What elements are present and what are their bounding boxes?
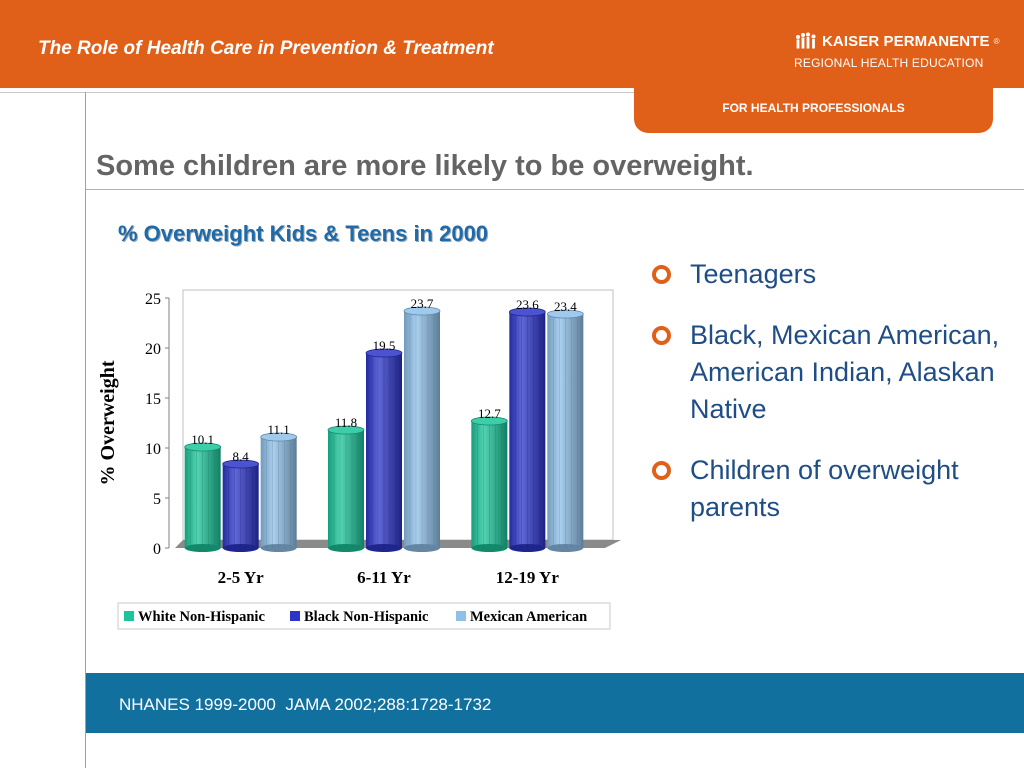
legend-swatch	[290, 611, 300, 621]
brand-subtitle: REGIONAL HEALTH EDUCATION	[794, 56, 984, 70]
y-tick-label: 15	[145, 391, 161, 408]
data-label: 10.1	[191, 432, 214, 447]
brand-name: KAISER PERMANENTE	[822, 32, 990, 50]
legend-label: Black Non-Hispanic	[304, 609, 429, 625]
y-tick-label: 25	[145, 291, 161, 308]
y-tick-label: 20	[145, 341, 161, 358]
header-divider	[0, 92, 634, 93]
y-tick-label: 10	[145, 441, 161, 458]
bullet-item: Children of overweight parents	[652, 452, 1012, 526]
chart-legend	[117, 602, 611, 630]
kaiser-figures-icon	[796, 32, 816, 49]
data-label: 12.7	[478, 406, 501, 421]
y-tick-label: 0	[153, 541, 161, 558]
title-divider	[86, 189, 1024, 190]
data-label: 23.7	[411, 296, 434, 311]
audience-tab-label: FOR HEALTH PROFESSIONALS	[722, 101, 905, 115]
data-label: 11.1	[268, 422, 290, 437]
bullet-text: Teenagers	[690, 259, 817, 289]
bullet-list: Teenagers Black, Mexican American, Ameri…	[652, 256, 1012, 550]
x-category-label: 12-19 Yr	[496, 568, 560, 587]
y-axis-label: % Overweight	[97, 360, 119, 485]
x-category-label: 2-5 Yr	[218, 568, 265, 587]
brand-logo: KAISER PERMANENTE ®	[794, 32, 1004, 50]
data-label: 11.8	[335, 415, 357, 430]
slide-title: Some children are more likely to be over…	[96, 150, 754, 182]
bullet-text: Children of overweight parents	[690, 455, 959, 522]
legend-swatch	[456, 611, 466, 621]
header-bar	[0, 0, 1024, 88]
data-label: 23.4	[554, 299, 577, 314]
audience-tab: FOR HEALTH PROFESSIONALS	[634, 88, 993, 133]
bullet-item: Black, Mexican American, American Indian…	[652, 317, 1012, 428]
bullet-icon	[652, 265, 671, 284]
data-label: 23.6	[516, 297, 539, 312]
data-label: 8.4	[233, 449, 250, 464]
legend-label: Mexican American	[470, 609, 587, 625]
header-title: The Role of Health Care in Prevention & …	[38, 38, 494, 59]
bullet-icon	[652, 326, 671, 345]
legend-swatch	[124, 611, 134, 621]
legend-label: White Non-Hispanic	[138, 609, 265, 625]
bullet-icon	[652, 461, 671, 480]
chart-title: % Overweight Kids & Teens in 2000	[118, 221, 489, 246]
x-category-label: 6-11 Yr	[357, 568, 411, 587]
registered-mark: ®	[993, 36, 1000, 46]
y-tick-label: 5	[153, 491, 161, 508]
left-margin-line	[85, 92, 86, 768]
bullet-text: Black, Mexican American, American Indian…	[690, 320, 1000, 424]
footer-citation: NHANES 1999-2000 JAMA 2002;288:1728-1732	[119, 695, 492, 714]
brand-block: KAISER PERMANENTE ® REGIONAL HEALTH EDUCA…	[794, 32, 1004, 70]
bullet-item: Teenagers	[652, 256, 1012, 293]
data-label: 19.5	[373, 338, 396, 353]
footer-bar: NHANES 1999-2000 JAMA 2002;288:1728-1732	[86, 673, 1024, 733]
bar-chart: 0 5 10 15 20 25 % Overweight 10.1 8.4 11.1 2-5 Yr 1…	[97, 289, 621, 630]
